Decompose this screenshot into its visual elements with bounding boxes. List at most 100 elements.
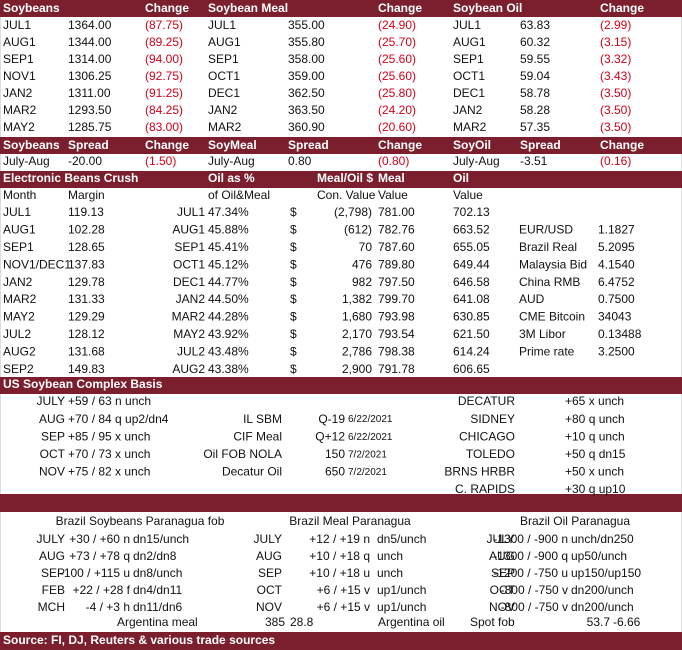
cell: (0.80) bbox=[378, 154, 409, 168]
cell: 137.83 bbox=[68, 257, 105, 271]
column-header: Oil as % bbox=[208, 171, 255, 185]
cell: 641.08 bbox=[453, 292, 490, 306]
cell: (20.60) bbox=[378, 120, 416, 134]
cell: July-Aug bbox=[208, 154, 255, 168]
cell: 149.83 bbox=[68, 362, 105, 376]
cell: JULY bbox=[37, 394, 65, 408]
cell: 359.00 bbox=[288, 69, 325, 83]
cell: 129.78 bbox=[68, 275, 105, 289]
cell: 791.78 bbox=[378, 362, 415, 376]
cell: 1,680 bbox=[342, 310, 372, 324]
cell: 2,170 bbox=[342, 327, 372, 341]
cell: TOLEDO bbox=[466, 447, 515, 461]
column-subheader: Month bbox=[3, 188, 36, 202]
cell: 60.32 bbox=[520, 35, 550, 49]
cell: -1300 / -900 n bbox=[493, 532, 568, 546]
cell: 129.29 bbox=[68, 310, 105, 324]
cell: +59 / 63 n unch bbox=[68, 394, 151, 408]
cell: 47.34% bbox=[208, 205, 249, 219]
cell: JUL1 bbox=[453, 18, 481, 32]
cell: 799.70 bbox=[378, 292, 415, 306]
cell: 28.8 bbox=[290, 615, 314, 629]
cell: JAN2 bbox=[176, 292, 206, 306]
cell: $ bbox=[290, 205, 297, 219]
column-header: Brazil Meal Paranagua bbox=[289, 514, 411, 528]
cell: (2.99) bbox=[600, 18, 631, 32]
cell: SIDNEY bbox=[470, 412, 515, 426]
section-title: US Soybean Complex Basis bbox=[3, 377, 163, 391]
cell: 34043 bbox=[598, 310, 632, 324]
cell: +70 / 73 x unch bbox=[68, 447, 150, 461]
cell: 70 bbox=[359, 240, 373, 254]
cell: 3.2500 bbox=[598, 344, 635, 358]
cell: +10 q unch bbox=[565, 429, 625, 443]
cell: 606.65 bbox=[453, 362, 490, 376]
cell: AUG1 bbox=[453, 35, 486, 49]
cell: JULY bbox=[487, 532, 515, 546]
cell: 43.38% bbox=[208, 362, 249, 376]
cell: 355.80 bbox=[288, 35, 325, 49]
cell: +22 / +28 f bbox=[73, 583, 131, 597]
cell: FEB bbox=[42, 583, 65, 597]
cell: $ bbox=[290, 327, 297, 341]
column-subheader: of Oil&Meal bbox=[208, 188, 270, 202]
cell: 702.13 bbox=[453, 205, 490, 219]
cell: AUG1 bbox=[172, 223, 205, 237]
column-header: Oil bbox=[453, 171, 469, 185]
cell: July-Aug bbox=[3, 154, 50, 168]
cell: +50 x unch bbox=[565, 465, 624, 479]
cell: 58.28 bbox=[520, 103, 550, 117]
cell: CHICAGO bbox=[459, 429, 515, 443]
cell: NOV bbox=[39, 465, 65, 479]
cell: AUG1 bbox=[3, 223, 36, 237]
cell: 982 bbox=[352, 275, 372, 289]
cell: 787.60 bbox=[378, 240, 415, 254]
column-header: SoyMeal bbox=[208, 138, 257, 152]
column-header: Electronic Beans Crush bbox=[3, 171, 138, 185]
cell: Argentina oil bbox=[378, 615, 445, 629]
cell: 59.55 bbox=[520, 52, 550, 66]
cell: NOV1 bbox=[3, 69, 36, 83]
cell: $ bbox=[290, 240, 297, 254]
cell: +65 x unch bbox=[565, 394, 624, 408]
cell: 131.33 bbox=[68, 292, 105, 306]
cell: 45.88% bbox=[208, 223, 249, 237]
cell: SEP1 bbox=[453, 52, 484, 66]
cell: (3.50) bbox=[600, 103, 631, 117]
cell: JUL1 bbox=[3, 205, 31, 219]
column-subheader: Con. Value bbox=[317, 188, 376, 202]
cell: 53.7 bbox=[587, 615, 611, 629]
source-note: Source: FI, DJ, Reuters & various trade … bbox=[3, 633, 275, 647]
cell: NOV bbox=[256, 600, 282, 614]
cell: Malaysia Bid bbox=[519, 257, 587, 271]
column-subheader: Value bbox=[453, 188, 483, 202]
cell: 43.92% bbox=[208, 327, 249, 341]
cell: JUL1 bbox=[3, 18, 31, 32]
cell: 781.00 bbox=[378, 205, 415, 219]
cell: 630.85 bbox=[453, 310, 490, 324]
cell: 57.35 bbox=[520, 120, 550, 134]
header-band bbox=[0, 494, 682, 512]
cell: dn200/unch bbox=[571, 600, 634, 614]
cell: 2,900 bbox=[342, 362, 372, 376]
cell: IL SBM bbox=[243, 412, 282, 426]
cell: -6.66 bbox=[613, 615, 641, 629]
cell: JAN2 bbox=[453, 103, 483, 117]
cell: up1/unch bbox=[377, 583, 426, 597]
cell: -800 / -750 v bbox=[501, 583, 568, 597]
cell: 782.76 bbox=[378, 223, 415, 237]
cell: 797.50 bbox=[378, 275, 415, 289]
cell: +30 / +60 n bbox=[69, 532, 130, 546]
column-header: Brazil Oil Paranagua bbox=[520, 514, 630, 528]
cell: (94.00) bbox=[145, 52, 183, 66]
cell: Decatur Oil bbox=[222, 465, 282, 479]
cell: SEP1 bbox=[174, 240, 205, 254]
cell: OCT1 bbox=[453, 69, 485, 83]
cell: 793.98 bbox=[378, 310, 415, 324]
cell: 1285.75 bbox=[68, 120, 112, 134]
column-header: Meal bbox=[378, 171, 405, 185]
cell: 131.68 bbox=[68, 344, 105, 358]
cell: +70 / 84 q up2/dn4 bbox=[68, 412, 169, 426]
cell: AUD bbox=[519, 292, 545, 306]
